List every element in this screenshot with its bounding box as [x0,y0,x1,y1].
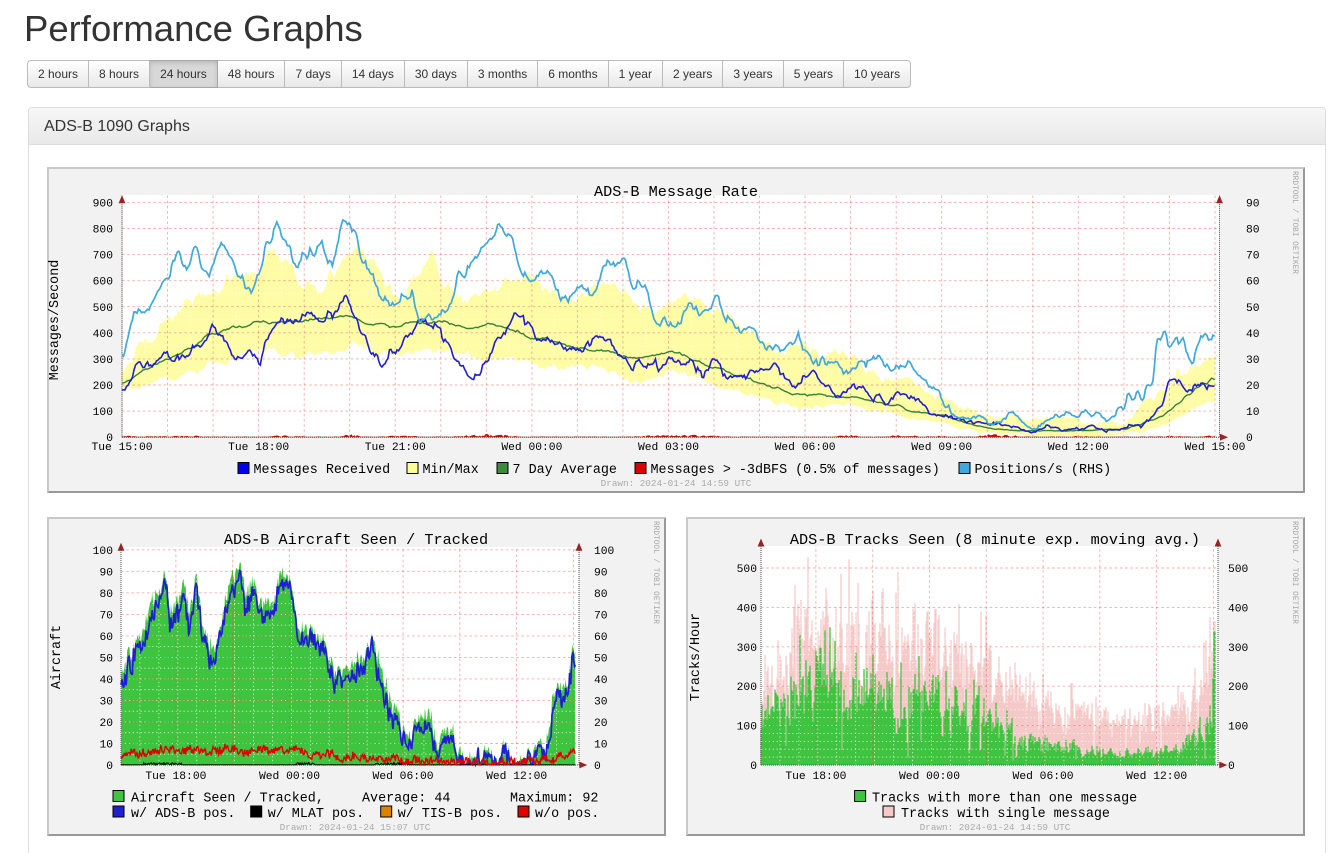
svg-text:30: 30 [594,696,608,708]
svg-text:300: 300 [1228,643,1249,655]
svg-text:70: 70 [1246,251,1260,263]
svg-text:ADS-B Aircraft Seen / Tracked: ADS-B Aircraft Seen / Tracked [224,531,488,549]
svg-text:30: 30 [99,696,113,708]
svg-text:40: 40 [594,675,608,687]
svg-text:0: 0 [750,761,757,773]
svg-text:Tue 21:00: Tue 21:00 [365,442,426,454]
svg-text:Tracks with single message: Tracks with single message [901,807,1110,822]
svg-text:100: 100 [93,546,114,558]
svg-text:300: 300 [93,355,114,367]
svg-text:0: 0 [106,433,113,445]
svg-text:Wed 12:00: Wed 12:00 [486,771,547,783]
svg-text:Wed 03:00: Wed 03:00 [638,442,699,454]
svg-text:Maximum: 92: Maximum: 92 [510,792,598,807]
svg-text:Tracks with more than one mess: Tracks with more than one message [872,792,1137,807]
svg-text:80: 80 [594,589,608,601]
svg-text:50: 50 [99,653,113,665]
svg-text:RRDTOOL / TOBI OETIKER: RRDTOOL / TOBI OETIKER [651,521,659,624]
svg-text:RRDTOOL / TOBI OETIKER: RRDTOOL / TOBI OETIKER [1290,171,1298,274]
svg-text:900: 900 [93,198,114,210]
svg-text:100: 100 [594,546,615,558]
svg-text:90: 90 [1246,198,1260,210]
svg-text:10: 10 [99,739,113,751]
svg-text:RRDTOOL / TOBI OETIKER: RRDTOOL / TOBI OETIKER [1290,521,1298,624]
svg-text:200: 200 [1228,682,1249,694]
svg-text:0: 0 [1246,433,1253,445]
svg-text:Messages > -3dBFS (0.5% of mes: Messages > -3dBFS (0.5% of messages) [651,463,940,478]
svg-text:80: 80 [99,589,113,601]
svg-text:0: 0 [594,761,601,773]
svg-text:7 Day Average: 7 Day Average [513,463,617,478]
svg-text:100: 100 [93,407,114,419]
svg-text:w/ TIS-B pos.: w/ TIS-B pos. [398,807,502,822]
svg-text:30: 30 [1246,355,1260,367]
svg-text:ADS-B Message Rate: ADS-B Message Rate [594,183,758,201]
svg-text:20: 20 [1246,381,1260,393]
svg-text:100: 100 [737,722,758,734]
svg-text:Aircraft Seen / Tracked,: Aircraft Seen / Tracked, [131,792,324,807]
svg-text:400: 400 [1228,603,1249,615]
svg-text:500: 500 [93,303,114,315]
svg-text:70: 70 [594,610,608,622]
svg-text:40: 40 [99,675,113,687]
svg-text:Wed 00:00: Wed 00:00 [259,771,320,783]
svg-text:Wed 00:00: Wed 00:00 [899,771,960,783]
svg-text:40: 40 [1246,329,1260,341]
svg-text:w/ MLAT pos.: w/ MLAT pos. [268,807,364,822]
svg-text:Drawn: 2024-01-24 15:07 UTC: Drawn: 2024-01-24 15:07 UTC [280,822,431,833]
svg-text:500: 500 [737,564,758,576]
svg-text:Wed 09:00: Wed 09:00 [911,442,972,454]
svg-text:w/ ADS-B pos.: w/ ADS-B pos. [131,807,235,822]
svg-text:Messages/Second: Messages/Second [48,260,63,381]
svg-text:ADS-B Tracks Seen (8 minute ex: ADS-B Tracks Seen (8 minute exp. moving … [790,531,1200,549]
svg-text:Wed 06:00: Wed 06:00 [373,771,434,783]
svg-text:Messages Received: Messages Received [254,463,391,478]
svg-text:Wed 12:00: Wed 12:00 [1126,771,1187,783]
svg-text:Wed 15:00: Wed 15:00 [1184,442,1245,454]
svg-text:Tracks/Hour: Tracks/Hour [689,613,704,701]
svg-text:90: 90 [594,567,608,579]
svg-text:300: 300 [737,643,758,655]
svg-text:800: 800 [93,224,114,236]
svg-text:0: 0 [106,761,113,773]
svg-text:Aircraft: Aircraft [50,625,65,689]
svg-text:50: 50 [594,653,608,665]
svg-text:400: 400 [737,603,758,615]
svg-text:60: 60 [594,632,608,644]
svg-text:Wed 06:00: Wed 06:00 [775,442,836,454]
svg-text:Drawn: 2024-01-24 14:59 UTC: Drawn: 2024-01-24 14:59 UTC [601,478,752,489]
svg-text:500: 500 [1228,564,1249,576]
svg-text:Average: 44: Average: 44 [362,792,450,807]
svg-text:20: 20 [594,718,608,730]
svg-text:Tue 18:00: Tue 18:00 [228,442,289,454]
svg-text:200: 200 [93,381,114,393]
svg-text:400: 400 [93,329,114,341]
svg-text:60: 60 [99,632,113,644]
svg-text:10: 10 [1246,407,1260,419]
svg-text:600: 600 [93,277,114,289]
svg-text:Wed 00:00: Wed 00:00 [501,442,562,454]
svg-text:Positions/s (RHS): Positions/s (RHS) [975,463,1112,478]
svg-text:90: 90 [99,567,113,579]
svg-text:20: 20 [99,718,113,730]
svg-text:Wed 06:00: Wed 06:00 [1013,771,1074,783]
svg-text:0: 0 [1228,761,1235,773]
svg-text:Tue 15:00: Tue 15:00 [91,442,152,454]
svg-text:80: 80 [1246,224,1260,236]
svg-text:60: 60 [1246,277,1260,289]
svg-text:70: 70 [99,610,113,622]
svg-text:w/o pos.: w/o pos. [535,807,599,822]
svg-text:Drawn: 2024-01-24 14:59 UTC: Drawn: 2024-01-24 14:59 UTC [920,822,1071,833]
svg-text:700: 700 [93,251,114,263]
svg-text:Min/Max: Min/Max [423,463,479,478]
svg-text:10: 10 [594,739,608,751]
svg-text:Tue 18:00: Tue 18:00 [785,771,846,783]
svg-text:200: 200 [737,682,758,694]
svg-text:50: 50 [1246,303,1260,315]
svg-text:Wed 12:00: Wed 12:00 [1048,442,1109,454]
svg-text:100: 100 [1228,722,1249,734]
svg-text:Tue 18:00: Tue 18:00 [145,771,206,783]
